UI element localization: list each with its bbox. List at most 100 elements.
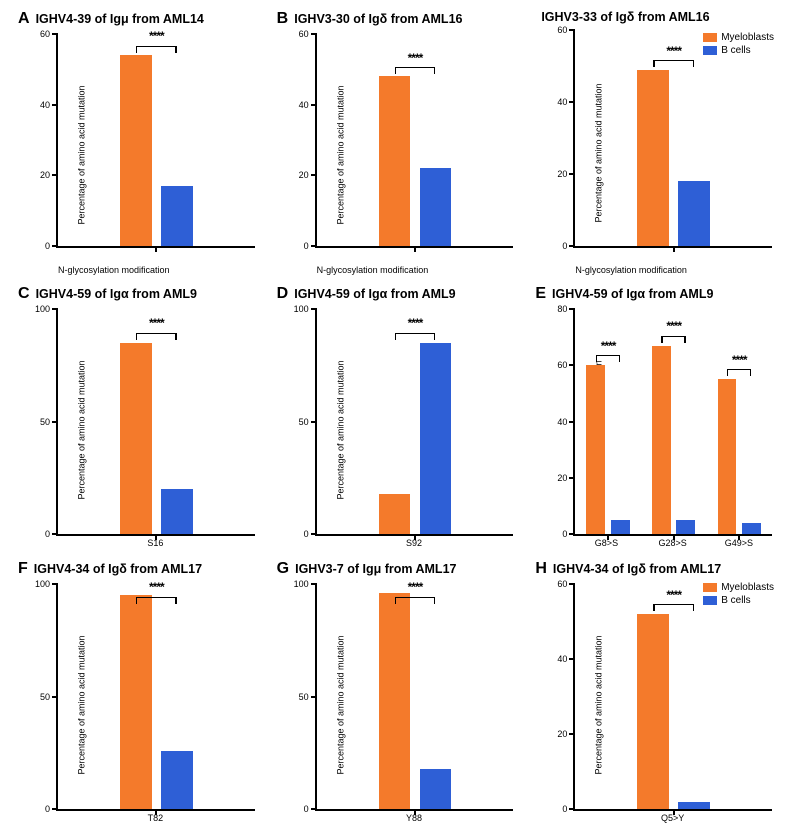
plot-col: 0204060****N-glycosylation modification	[56, 34, 255, 275]
significance-stars: ****	[408, 317, 423, 329]
panel-letter: C	[18, 285, 30, 303]
panel-title: IGHV3-30 of Igδ from AML16	[294, 12, 462, 26]
bar-myeloblasts	[637, 70, 668, 246]
legend-label: Myeloblasts	[721, 582, 774, 593]
x-axis-row: S16	[56, 536, 255, 550]
y-tick-label: 20	[299, 170, 317, 180]
significance-bracket	[653, 60, 694, 61]
y-axis: Percentage of amino acid mutation	[14, 309, 56, 550]
panel: GIGHV3-7 of Igμ from AML17Percentage of …	[273, 560, 514, 825]
legend-swatch	[703, 33, 717, 42]
significance-stars: ****	[666, 589, 681, 601]
x-tick-label: G8>S	[595, 538, 618, 548]
bar-bcells	[611, 520, 630, 534]
x-axis-row	[56, 248, 255, 262]
x-axis-row	[315, 248, 514, 262]
plot-col: 0204060**** Q5>Y	[573, 584, 772, 825]
significance-bracket	[395, 333, 436, 334]
y-tick-label: 40	[557, 97, 575, 107]
legend-label: Myeloblasts	[721, 32, 774, 43]
x-axis-long-label: N-glycosylation modification	[56, 262, 255, 275]
x-axis-long-label: N-glycosylation modification	[315, 262, 514, 275]
x-tick-label: T82	[148, 813, 164, 823]
panel-title: IGHV4-39 of Igμ from AML14	[36, 12, 204, 26]
panel-letter: E	[535, 285, 546, 303]
y-tick-label: 20	[557, 729, 575, 739]
plot-col: 0204060****N-glycosylation modification	[315, 34, 514, 275]
y-axis: Percentage of amino acid mutation	[14, 584, 56, 825]
plot-area: 0204060****	[573, 584, 772, 811]
y-axis: Percentage of amino acid mutation	[531, 30, 573, 275]
plot-col: 050100****T82	[56, 584, 255, 825]
y-axis: Percentage of amino acid mutation	[273, 309, 315, 550]
y-tick-label: 50	[299, 692, 317, 702]
significance-bracket	[596, 355, 621, 356]
panel-title-row: FIGHV4-34 of Igδ from AML17	[14, 560, 255, 578]
x-tick-label: Q5>Y	[661, 813, 684, 823]
panel: IGHV3-33 of Igδ from AML16 Percentage of …	[531, 10, 772, 275]
bar-myeloblasts	[718, 379, 737, 534]
panel-letter: G	[277, 560, 289, 578]
x-axis-row: Y88	[315, 811, 514, 825]
legend: Myeloblasts B cells	[703, 32, 774, 58]
panel-title-row: IGHV3-33 of Igδ from AML16	[531, 10, 772, 24]
panel: D IGHV4-59 of Igα from AML9 Percentage of …	[273, 285, 514, 550]
plot-col: 050100****Y88	[315, 584, 514, 825]
bar-myeloblasts	[120, 595, 151, 809]
panel-title: IGHV4-34 of Igδ from AML17	[553, 562, 721, 576]
y-tick-label: 60	[557, 579, 575, 589]
chart-wrap: Percentage of amino acid mutation050100*…	[14, 303, 255, 550]
bar-myeloblasts	[379, 76, 410, 246]
x-axis-row: Q5>Y	[573, 811, 772, 825]
y-tick-label: 50	[299, 417, 317, 427]
bar-bcells	[161, 751, 192, 810]
chart-wrap: Percentage of amino acid mutation0204060…	[14, 28, 255, 275]
legend-swatch	[703, 46, 717, 55]
y-tick-label: 40	[40, 100, 58, 110]
bar-myeloblasts	[637, 614, 668, 809]
chart-wrap: Percentage of amino acid mutation050100*…	[14, 578, 255, 825]
y-tick-label: 100	[35, 304, 58, 314]
significance-bracket	[661, 336, 686, 337]
panel: CIGHV4-59 of Igα from AML9Percentage of …	[14, 285, 255, 550]
chart-wrap: Percentage of amino acid mutation050100*…	[273, 303, 514, 550]
x-axis-long-label: N-glycosylation modification	[573, 262, 772, 275]
significance-stars: ****	[149, 581, 164, 593]
y-axis: Percentage of amino acid mutation	[531, 584, 573, 825]
significance-stars: ****	[666, 320, 681, 332]
y-tick-label: 60	[40, 29, 58, 39]
significance-bracket	[653, 604, 694, 605]
significance-stars: ****	[732, 354, 747, 366]
legend-label: B cells	[721, 45, 750, 56]
panel-title: IGHV4-59 of Igα from AML9	[294, 287, 455, 301]
y-axis: Percentage of amino acid mutation	[531, 309, 573, 550]
legend-row: Myeloblasts	[703, 582, 774, 593]
legend-row: Myeloblasts	[703, 32, 774, 43]
panel-letter: A	[18, 10, 30, 28]
y-tick-label: 100	[35, 579, 58, 589]
plot-area: 050100****	[56, 309, 255, 536]
x-axis-row: S92	[315, 536, 514, 550]
legend-row: B cells	[703, 45, 774, 56]
x-tick-label: S92	[406, 538, 422, 548]
y-tick-label: 20	[557, 473, 575, 483]
y-axis: Percentage of amino acid mutation	[273, 34, 315, 275]
panel-title-row: HIGHV4-34 of Igδ from AML17	[531, 560, 772, 578]
panel-title-row: CIGHV4-59 of Igα from AML9	[14, 285, 255, 303]
panel: AIGHV4-39 of Igμ from AML14Percentage of…	[14, 10, 255, 275]
panel-letter: D	[277, 285, 289, 303]
significance-stars: ****	[149, 30, 164, 42]
y-tick-label: 60	[557, 25, 575, 35]
y-tick-label: 100	[294, 579, 317, 589]
y-tick-label: 80	[557, 304, 575, 314]
bar-myeloblasts	[586, 365, 605, 534]
plot-col: 020406080************G8>SG28>SG49>S	[573, 309, 772, 550]
bar-bcells	[161, 489, 192, 534]
plot-col: 050100****S92	[315, 309, 514, 550]
y-axis: Percentage of amino acid mutation	[273, 584, 315, 825]
chart-wrap: Percentage of amino acid mutation0204060…	[531, 24, 772, 275]
y-tick-label: 20	[557, 169, 575, 179]
significance-stars: ****	[408, 581, 423, 593]
plot-area: 050100****	[315, 584, 514, 811]
chart-wrap: Percentage of amino acid mutation0204060…	[531, 303, 772, 550]
